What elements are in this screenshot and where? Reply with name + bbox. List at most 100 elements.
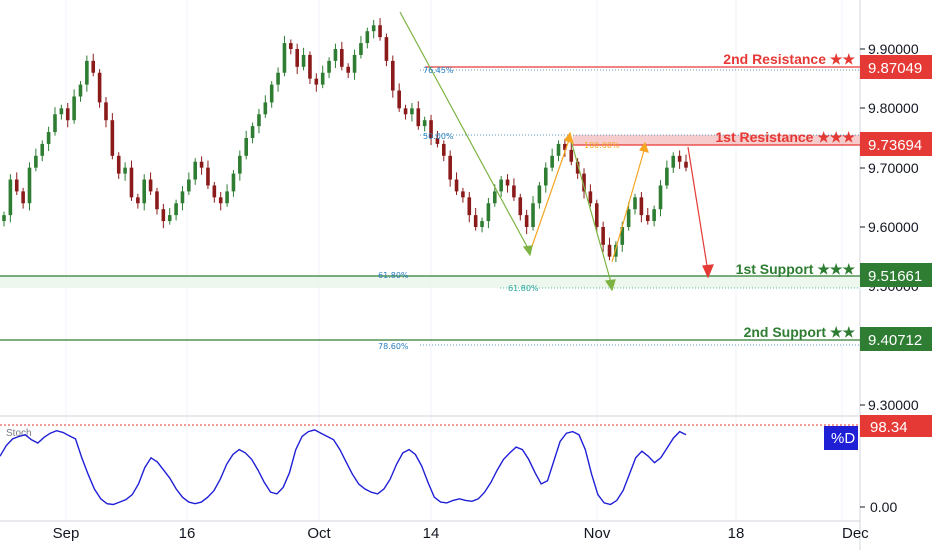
candle-body	[8, 179, 13, 216]
candle-body	[123, 167, 127, 174]
y-tick-980: 9.80000	[868, 100, 919, 116]
fib-label-786: 78.60%	[378, 342, 409, 351]
candle-body	[263, 102, 268, 115]
y-tick-960: 9.60000	[868, 219, 919, 235]
candle-body	[314, 78, 319, 85]
red-projection-arrow	[687, 146, 709, 273]
stoch-zero-tick: 0.00	[870, 499, 897, 515]
candle-body	[543, 167, 548, 186]
candle-body	[244, 137, 249, 156]
candle-body	[537, 185, 542, 204]
fib-label-50: 50.00%	[423, 132, 454, 141]
x-tick-14: 14	[423, 525, 440, 542]
stoch-d-badge[interactable]	[824, 426, 858, 450]
candle-body	[136, 197, 140, 204]
candle-body	[365, 31, 370, 44]
candle-body	[206, 167, 210, 186]
candle-body	[250, 126, 255, 138]
candle-body	[620, 226, 625, 245]
label-2nd-support: 2nd Support ★★	[744, 324, 856, 340]
candle-body	[276, 72, 280, 85]
badge-2nd-support	[860, 327, 932, 351]
candle-body	[327, 60, 331, 73]
candle-body	[21, 191, 25, 204]
candle-body	[116, 155, 121, 174]
candle-body	[199, 161, 204, 168]
candle-body	[352, 54, 357, 73]
candle-body	[403, 108, 408, 115]
support-zone	[0, 276, 860, 288]
candle-body	[65, 108, 70, 121]
candle-body	[441, 143, 446, 156]
candle-body	[301, 54, 306, 67]
candle-body	[384, 37, 389, 61]
candle-body	[148, 179, 153, 192]
candle-body	[308, 54, 312, 79]
candle-body	[155, 191, 159, 210]
candle-body	[142, 179, 147, 204]
fib-label-7645: 76.45%	[423, 66, 454, 75]
candle-body	[518, 197, 523, 216]
label-1st-resistance: 1st Resistance ★★★	[715, 129, 855, 145]
candle-body	[85, 60, 89, 85]
orange-leg-arrow-2	[611, 146, 646, 263]
x-tick-18: 18	[728, 525, 745, 542]
stoch-pane-label: Stoch	[6, 428, 32, 439]
candle-body	[422, 120, 427, 127]
candle-body	[658, 185, 663, 210]
x-tick-sep: Sep	[53, 525, 80, 542]
candle-body	[454, 179, 459, 192]
candle-body	[563, 143, 567, 150]
candle-body	[53, 114, 57, 133]
candle-body	[91, 60, 96, 73]
candle-body	[601, 226, 605, 245]
fib-label-618-b: 61.80%	[508, 284, 539, 293]
candle-body	[282, 43, 287, 73]
orange-arrow-head-1	[564, 131, 574, 144]
candle-body	[340, 49, 344, 67]
badge-1st-support	[860, 263, 932, 287]
candle-body	[180, 191, 185, 204]
candle-body	[378, 25, 382, 38]
candle-body	[652, 209, 656, 222]
badge-1st-support-text: 9.51661	[868, 268, 922, 285]
candle-body	[633, 197, 637, 210]
candle-body	[97, 72, 102, 103]
candle-body	[333, 49, 338, 61]
candle-body	[371, 25, 376, 32]
candle-body	[359, 43, 363, 55]
candle-body	[665, 167, 669, 186]
candle-body	[480, 221, 484, 227]
price-axis: 9.90000 9.80000 9.70000 9.60000 9.50000 …	[860, 41, 919, 413]
stoch-d-text: %D	[831, 430, 855, 447]
stoch-value-text: 98.34	[870, 419, 908, 436]
candle-body	[231, 173, 236, 192]
candle-body	[569, 149, 574, 162]
candle-body	[486, 203, 491, 222]
y-tick-930: 9.30000	[868, 397, 919, 413]
candle-body	[684, 161, 688, 168]
x-tick-nov: Nov	[584, 525, 611, 542]
candle-body	[174, 203, 178, 216]
candle-body	[391, 60, 395, 91]
candle-body	[14, 179, 19, 192]
green-leg-arrow-2	[569, 136, 613, 287]
candle-body	[295, 49, 299, 67]
badge-2nd-resistance-text: 9.87049	[868, 60, 922, 77]
candle-body	[512, 185, 516, 198]
candle-body	[473, 215, 478, 227]
candle-body	[677, 155, 682, 162]
candle-body	[607, 244, 612, 257]
candle-body	[505, 179, 510, 186]
x-tick-oct: Oct	[307, 525, 331, 542]
pattern-arrows	[399, 11, 714, 292]
resistance-zone	[573, 135, 860, 145]
candle-body	[78, 84, 83, 97]
orange-arrow-head-2	[638, 141, 649, 153]
candle-body	[187, 179, 191, 192]
candle-body	[492, 191, 497, 204]
candle-body	[193, 161, 198, 180]
candle-body	[594, 203, 599, 227]
candle-body	[2, 215, 6, 222]
